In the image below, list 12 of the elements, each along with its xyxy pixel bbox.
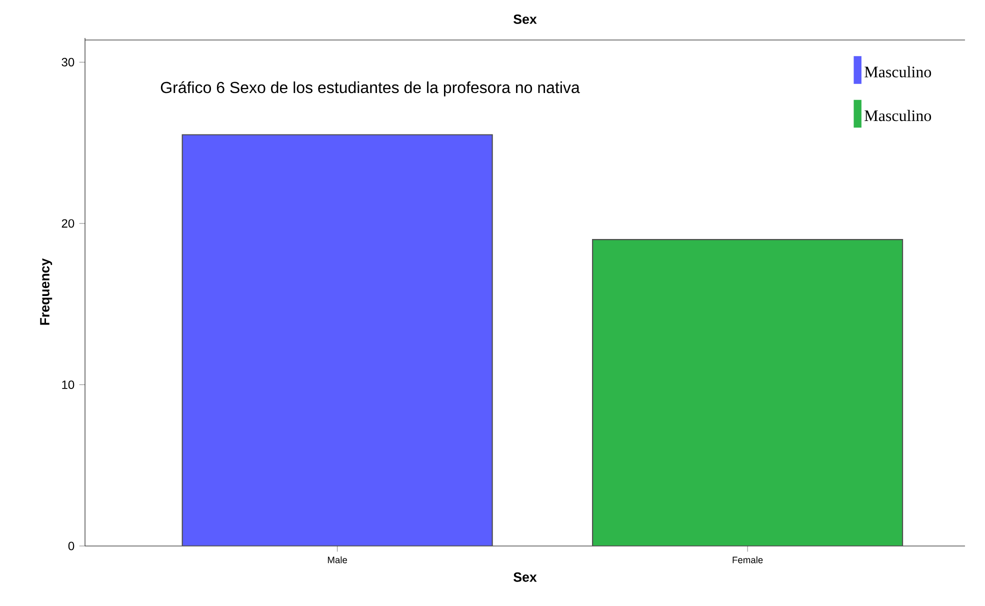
y-tick-label: 30	[62, 58, 74, 66]
y-tick-label: 10	[62, 380, 74, 389]
y-tick-label: 20	[62, 219, 74, 228]
x-tick-label: Female	[732, 556, 763, 564]
x-tick-label: Male	[328, 556, 348, 564]
legend-label: Masculino	[864, 66, 932, 78]
chart-title: Sex	[514, 14, 537, 24]
annotation: Gráfico 6 Sexo de los estudiantes de la profesora no nativa	[160, 81, 580, 96]
y-tick-label: 0	[68, 542, 74, 550]
y-axis-title: Frequency	[40, 258, 52, 325]
legend-label: Masculino	[864, 110, 932, 122]
x-axis-title: Sex	[514, 572, 537, 582]
